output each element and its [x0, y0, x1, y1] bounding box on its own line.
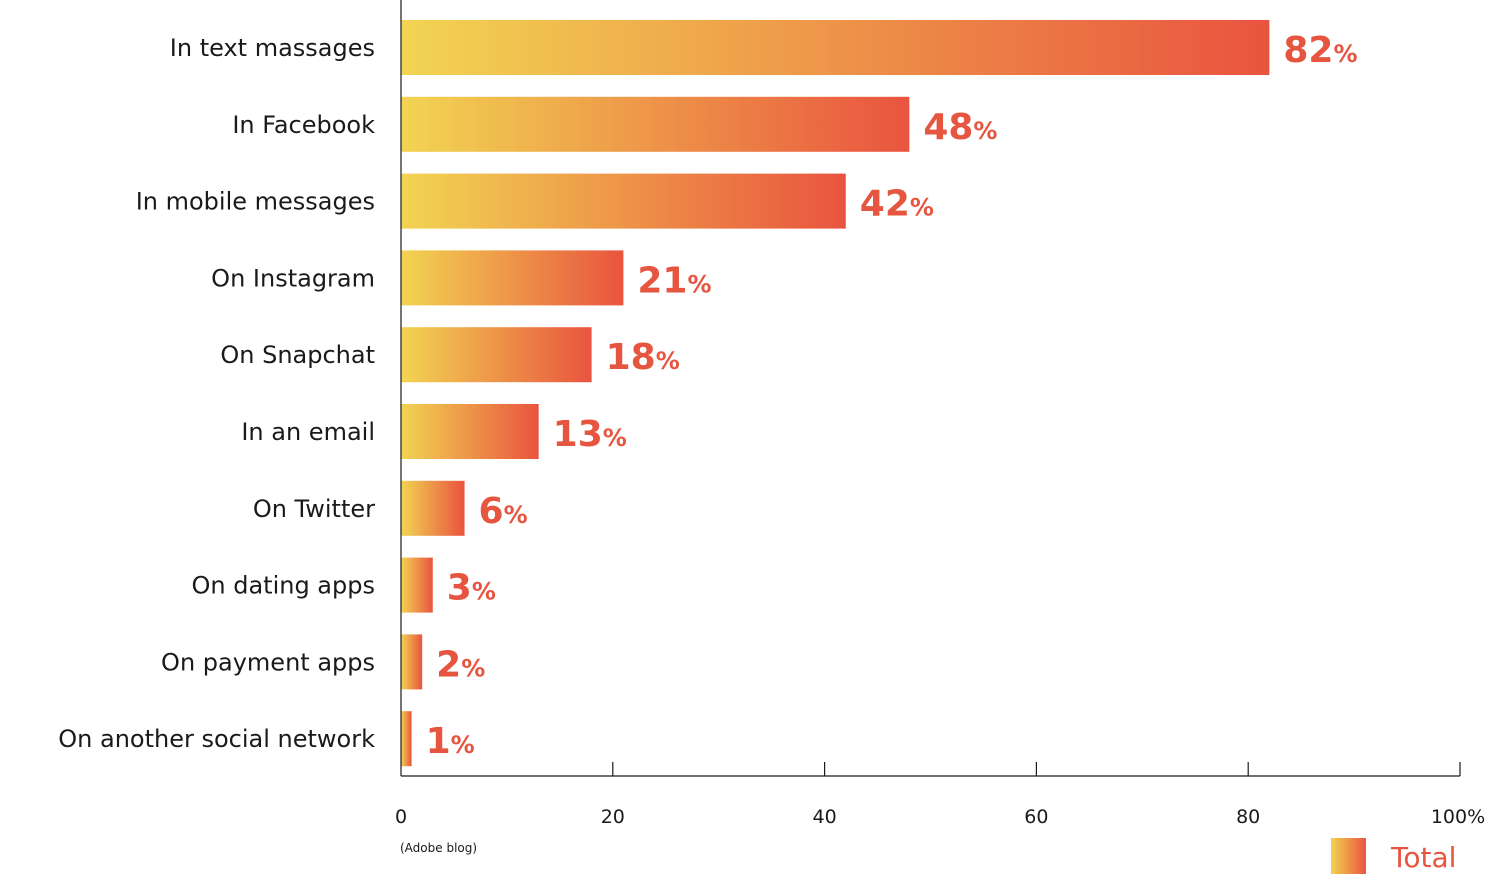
legend-swatch: [1331, 838, 1366, 874]
value-label: 3%: [447, 568, 496, 609]
bars-layer: In text massages 82% In Facebook 48% In mobi…: [58, 20, 1358, 767]
value-label: 2%: [436, 644, 485, 685]
value-label: 42%: [860, 184, 934, 225]
category-label: On Instagram: [211, 264, 375, 292]
value-label: 6%: [479, 491, 528, 532]
x-tick-label: 40: [813, 806, 837, 828]
value-label: 1%: [426, 721, 475, 762]
value-label: 21%: [637, 260, 711, 301]
category-label: On Snapchat: [220, 341, 375, 369]
legend-label: Total: [1390, 841, 1456, 874]
x-tick-label: 60: [1024, 806, 1048, 828]
bar: [401, 404, 539, 459]
value-label: 82%: [1283, 30, 1357, 71]
bar: [401, 327, 592, 383]
value-label: 48%: [923, 107, 997, 148]
x-tick-label: 0: [395, 806, 407, 828]
category-label: In Facebook: [232, 111, 375, 139]
source-note: (Adobe blog): [400, 841, 477, 855]
bar: [401, 711, 412, 767]
x-tick-label: 100%: [1431, 806, 1485, 828]
x-tick-label: 20: [601, 806, 625, 828]
bar: [401, 557, 433, 613]
category-label: On another social network: [58, 725, 375, 753]
bar: [401, 634, 423, 690]
value-label: 13%: [553, 414, 627, 455]
x-tick-label: 80: [1236, 806, 1260, 828]
bar: [401, 96, 910, 152]
bar: [401, 480, 465, 536]
bar: [401, 173, 846, 229]
bar: [401, 250, 624, 306]
x-axis: 0 20 40 60 80 100%: [395, 0, 1485, 828]
category-label: On dating apps: [191, 572, 375, 600]
value-label: 18%: [606, 337, 680, 378]
category-label: On Twitter: [253, 495, 375, 523]
category-label: On payment apps: [161, 648, 375, 676]
category-label: In text massages: [170, 34, 375, 62]
legend: Total: [1331, 838, 1456, 874]
category-label: In an email: [241, 418, 375, 446]
category-label: In mobile messages: [136, 188, 375, 216]
bar: [401, 20, 1270, 75]
